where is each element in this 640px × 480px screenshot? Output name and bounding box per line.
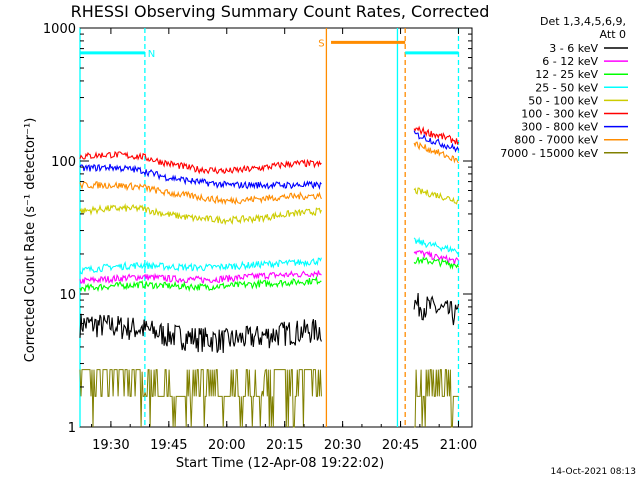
legend-label-5: 100 - 300 keV xyxy=(521,108,598,121)
legend-label-3: 25 - 50 keV xyxy=(535,81,598,94)
series-line-8-b xyxy=(414,369,459,428)
x-tick-label-5: 20:45 xyxy=(382,438,419,453)
y-axis-ticks: 1 10 100 1000 xyxy=(43,22,472,436)
legend-label-4: 50 - 100 keV xyxy=(528,94,598,107)
x-tick-label-6: 21:00 xyxy=(440,438,477,453)
legend-label-0: 3 - 6 keV xyxy=(549,42,598,55)
series-line-0-a xyxy=(79,313,322,354)
series-line-3-b xyxy=(413,236,459,255)
series-line-1-b xyxy=(413,249,459,265)
plot-area: NS 19:30 19:45 20:00 20:15 20:30 20:45 21:00 1… xyxy=(43,22,477,453)
series-lines xyxy=(79,125,460,428)
vertical-markers xyxy=(79,28,460,427)
series-line-2-b xyxy=(413,256,460,270)
legend-label-2: 12 - 25 keV xyxy=(535,68,598,81)
y-tick-label-2: 100 xyxy=(51,155,76,170)
chart-title: RHESSI Observing Summary Count Rates, Co… xyxy=(71,2,490,21)
series-line-2-a xyxy=(79,275,322,293)
legend-label-6: 300 - 800 keV xyxy=(521,121,598,134)
series-line-4-b xyxy=(413,187,459,205)
flag-bars: NS xyxy=(80,38,459,60)
footer-timestamp: 14-Oct-2021 08:13 xyxy=(551,467,636,477)
legend-header-line-1: Det 1,3,4,5,6,9, xyxy=(540,15,626,28)
series-line-6-a xyxy=(79,163,322,191)
x-tick-label-0: 19:30 xyxy=(92,438,129,453)
x-tick-label-3: 20:15 xyxy=(266,438,303,453)
series-line-7-b xyxy=(413,141,459,164)
series-line-8-a xyxy=(79,368,322,428)
y-tick-label-0: 1 xyxy=(68,421,76,436)
y-tick-label-3: 1000 xyxy=(43,22,76,37)
series-line-7-a xyxy=(79,181,322,206)
flag-label-N: N xyxy=(148,49,155,60)
x-axis-ticks: 19:30 19:45 20:00 20:15 20:30 20:45 21:00 xyxy=(91,28,477,453)
series-line-6-b xyxy=(413,130,460,153)
legend-label-1: 6 - 12 keV xyxy=(542,55,598,68)
y-tick-label-1: 10 xyxy=(59,288,76,303)
x-axis-label: Start Time (12-Apr-08 19:22:02) xyxy=(176,456,384,471)
series-line-5-a xyxy=(79,150,322,175)
series-line-5-b xyxy=(413,125,459,146)
legend-label-8: 7000 - 15000 keV xyxy=(500,147,598,160)
series-line-3-a xyxy=(79,257,322,275)
x-tick-label-4: 20:30 xyxy=(324,438,361,453)
series-line-0-b xyxy=(413,292,460,326)
legend-label-7: 800 - 7000 keV xyxy=(514,134,598,147)
series-line-1-a xyxy=(79,270,322,285)
x-tick-label-2: 20:00 xyxy=(208,438,245,453)
y-axis-label: Corrected Count Rate (s⁻¹ detector⁻¹) xyxy=(23,118,38,363)
plot-frame xyxy=(79,27,473,428)
x-tick-label-1: 19:45 xyxy=(150,438,187,453)
series-line-4-a xyxy=(79,203,322,226)
flag-label-S: S xyxy=(318,38,324,49)
legend-header-line-2: Att 0 xyxy=(600,28,626,41)
